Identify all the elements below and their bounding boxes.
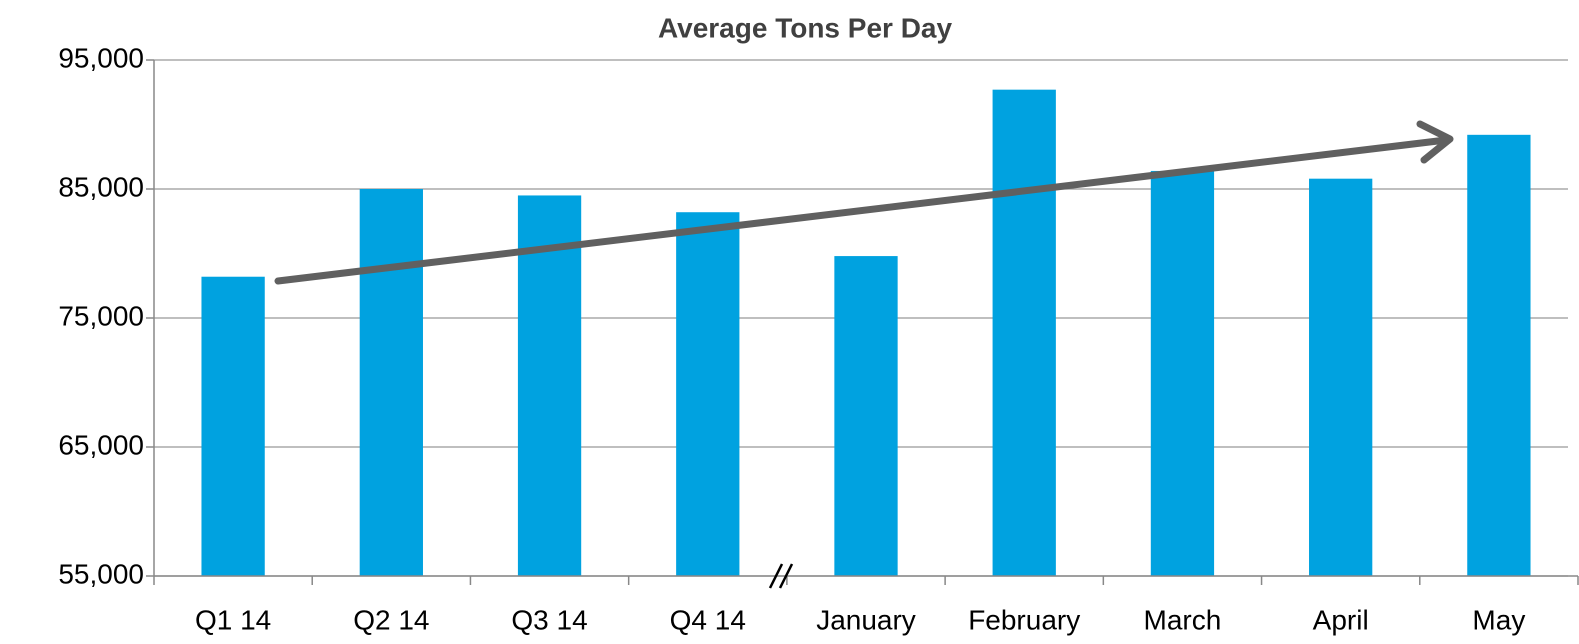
bar [359,189,423,576]
bar [201,276,265,576]
x-tick-label: Q3 14 [511,604,587,635]
trend-line [274,136,1450,285]
y-tick-label: 95,000 [58,42,144,73]
bar [834,256,898,576]
bar [676,212,740,576]
arrow-head [1416,120,1454,164]
y-tick-label: 65,000 [58,429,144,460]
bar [517,195,582,576]
bars [201,89,1531,577]
bar [1150,170,1215,576]
x-tick-label: Q4 14 [670,604,746,635]
y-tick-label: 55,000 [58,558,144,589]
x-tick-label: January [816,604,916,635]
chart-title: Average Tons Per Day [658,12,953,43]
x-tick-label: May [1472,604,1525,635]
x-tick-label: March [1144,604,1222,635]
break-line [768,563,784,589]
y-tick-label: 85,000 [58,171,144,202]
bar [992,89,1056,577]
bar [1309,178,1373,576]
break-line [778,563,794,589]
trend-arrow [274,120,1454,285]
x-tick-label: Q1 14 [195,604,271,635]
x-tick-label: February [968,604,1080,635]
y-tick-label: 75,000 [58,300,144,331]
x-tick-label: Q2 14 [353,604,429,635]
bar [1467,134,1531,576]
axis-break [768,563,794,589]
x-tick-label: April [1313,604,1369,635]
